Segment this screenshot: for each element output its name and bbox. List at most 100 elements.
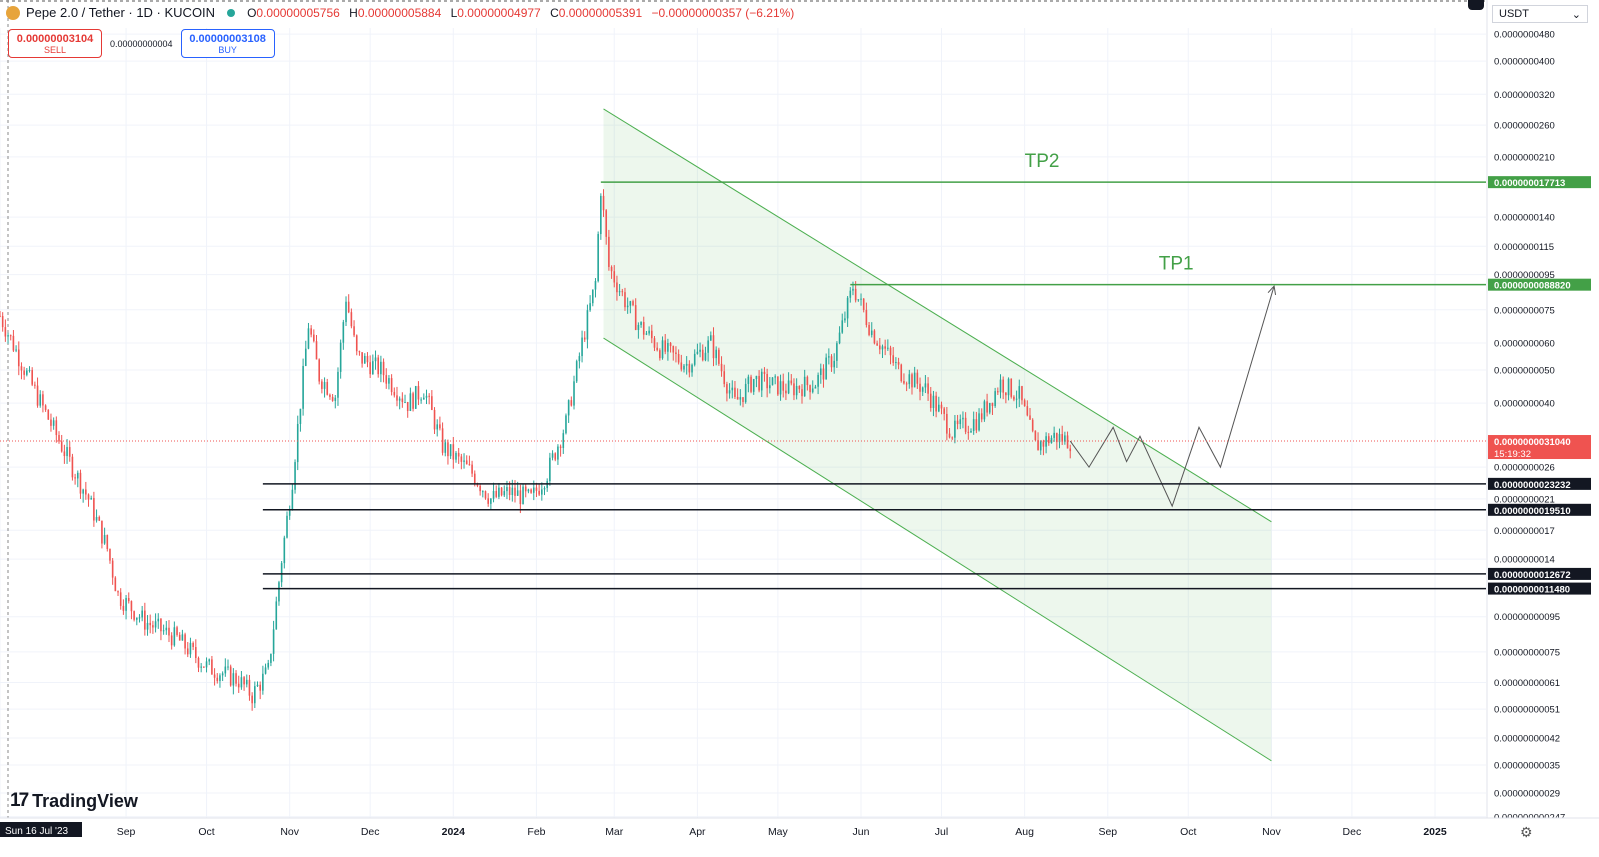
- candle-body: [372, 361, 374, 375]
- candle-body: [200, 666, 202, 668]
- candle-body: [288, 509, 291, 516]
- support-price-tag-bg: [1488, 477, 1591, 490]
- candle-body: [431, 396, 433, 410]
- sell-button[interactable]: 0.00000003104 SELL: [8, 29, 102, 58]
- candle-body: [44, 405, 47, 410]
- close-value: 0.00000005391: [558, 5, 643, 20]
- candle-body: [997, 391, 999, 393]
- candle-body: [1013, 396, 1015, 400]
- candle-body: [578, 356, 581, 362]
- candle-body: [141, 610, 143, 618]
- candle-body: [1029, 415, 1031, 420]
- candle-body: [369, 362, 371, 375]
- high-label: H: [349, 5, 358, 20]
- candle-body: [932, 395, 935, 408]
- candle-body: [814, 386, 817, 389]
- candle-body: [388, 378, 390, 384]
- support-price-tag-bg: [1488, 582, 1591, 595]
- candle-body: [1064, 435, 1066, 442]
- tradingview-wordmark: TradingView: [32, 790, 138, 811]
- gear-icon[interactable]: ⚙: [1520, 824, 1533, 840]
- candle-body: [573, 381, 575, 406]
- candle-body: [543, 488, 546, 490]
- candle-body: [326, 382, 329, 395]
- candle-body: [414, 386, 417, 409]
- candle-body: [71, 456, 74, 478]
- candle-body: [956, 420, 959, 425]
- candle-body: [0, 315, 1, 317]
- channel-fill: [603, 108, 1272, 761]
- candle-body: [878, 345, 881, 350]
- candle-body: [390, 378, 393, 393]
- candle-body: [551, 453, 554, 458]
- x-tick-label: Jun: [853, 826, 870, 838]
- candle-body: [828, 356, 830, 358]
- candle-body: [58, 435, 60, 442]
- candle-body: [836, 343, 838, 361]
- candle-body: [959, 419, 962, 425]
- candle-body: [755, 375, 758, 380]
- candle-body: [152, 625, 154, 628]
- candle-body: [744, 383, 747, 403]
- candle-body: [127, 598, 130, 602]
- tradingview-logo[interactable]: 17 TradingView: [10, 790, 138, 812]
- candle-body: [565, 415, 567, 434]
- symbol-title[interactable]: Pepe 2.0 / Tether · 1D · KUCOIN: [26, 5, 216, 20]
- candle-body: [710, 335, 712, 341]
- candle-body: [940, 404, 943, 409]
- candle-body: [237, 683, 240, 688]
- current-price-tag: 0.0000000031040: [1494, 437, 1571, 448]
- candle-body: [417, 386, 420, 400]
- tp-price-tag: 0.0000000088820: [1494, 281, 1571, 292]
- candle-body: [39, 394, 42, 406]
- candle-body: [739, 397, 742, 400]
- currency-select[interactable]: USDT ⌄: [1492, 5, 1588, 23]
- candle-body: [323, 382, 326, 389]
- candle-body: [514, 487, 516, 496]
- x-tick-label: Mar: [605, 826, 624, 838]
- candle-body: [766, 373, 768, 389]
- candle-body: [519, 490, 522, 505]
- top-control-handle[interactable]: [1468, 0, 1484, 10]
- tp-label: TP2: [1025, 151, 1060, 172]
- y-tick-label: 0.0000000017: [1494, 526, 1555, 537]
- candle-body: [629, 301, 632, 306]
- open-value: 0.00000005756: [256, 5, 340, 20]
- candle-body: [355, 335, 358, 352]
- candle-body: [683, 365, 685, 370]
- support-price-tag: 0.0000000023232: [1494, 480, 1571, 491]
- candle-body: [618, 291, 621, 293]
- candle-body: [696, 351, 699, 354]
- candle-body: [742, 397, 744, 403]
- candle-body: [1007, 378, 1010, 396]
- candle-body: [586, 310, 589, 340]
- candle-body: [313, 334, 315, 342]
- y-tick-label: 0.0000000026: [1494, 463, 1555, 474]
- candle-body: [235, 673, 237, 684]
- x-tick-label: Sep: [117, 826, 136, 838]
- candle-body: [63, 451, 66, 457]
- candle-body: [731, 387, 734, 391]
- candle-body: [358, 351, 361, 353]
- candle-body: [946, 413, 948, 434]
- candle-body: [337, 371, 339, 398]
- y-tick-label: 0.0000000210: [1494, 152, 1555, 163]
- candle-body: [892, 355, 895, 363]
- candle-body: [1045, 436, 1047, 447]
- tp-price-tag-bg: [1488, 176, 1591, 189]
- candle-body: [626, 305, 629, 308]
- candle-body: [197, 657, 200, 668]
- candle-body: [672, 346, 675, 353]
- candle-body: [752, 379, 755, 392]
- candle-body: [645, 333, 648, 335]
- candle-body: [608, 236, 610, 267]
- candle-body: [954, 420, 956, 438]
- candle-body: [428, 395, 430, 397]
- x-tick-label: Apr: [689, 826, 706, 838]
- candle-body: [205, 661, 208, 668]
- candle-body: [398, 398, 401, 401]
- candle-body: [760, 371, 763, 391]
- y-tick-label: 0.00000000061: [1494, 678, 1560, 689]
- buy-button[interactable]: 0.00000003108 BUY: [180, 29, 275, 58]
